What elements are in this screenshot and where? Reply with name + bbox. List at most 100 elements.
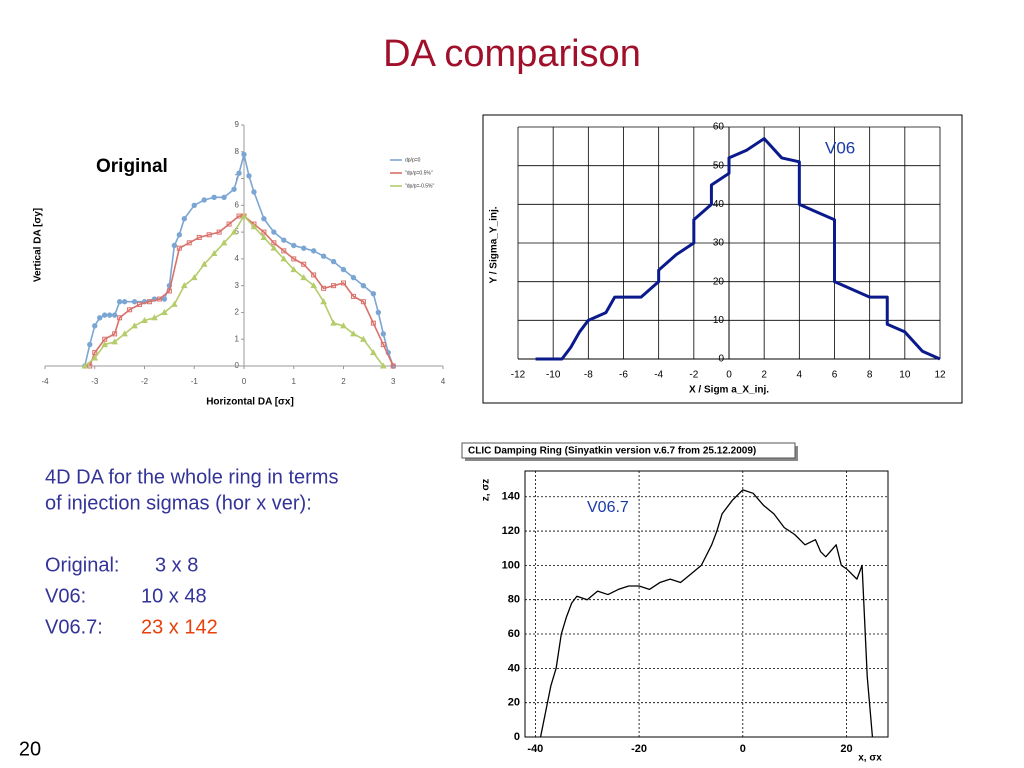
series-line [84, 153, 394, 367]
marker [236, 170, 242, 176]
marker [92, 323, 98, 329]
marker [350, 274, 357, 281]
marker [171, 242, 178, 249]
x-tick-label: 0 [726, 370, 732, 381]
marker [270, 244, 278, 251]
y-tick-label: 140 [502, 491, 520, 503]
annotation: V06 [825, 138, 855, 157]
x-tick-label: 4 [797, 370, 803, 381]
x-tick-label: 12 [934, 370, 946, 381]
marker [117, 315, 123, 321]
marker [301, 261, 307, 267]
marker [176, 232, 183, 238]
x-tick-label: -2 [689, 370, 698, 381]
y-tick-label: 20 [713, 276, 725, 287]
marker [380, 342, 386, 348]
marker [181, 216, 188, 222]
y-tick-label: 6 [235, 200, 240, 209]
x-tick-label: -10 [546, 370, 561, 381]
marker [271, 229, 277, 235]
x-tick-label: 6 [832, 370, 838, 381]
y-tick-label: 30 [713, 238, 725, 249]
marker [290, 266, 298, 273]
marker [191, 202, 197, 209]
marker [121, 330, 128, 337]
page-number: 20 [19, 738, 41, 760]
marker [380, 331, 386, 337]
y-tick-label: 50 [713, 160, 725, 171]
result-label: Original: [45, 554, 119, 576]
series-line [539, 489, 874, 738]
title-box [461, 442, 796, 459]
marker [161, 308, 168, 315]
marker [111, 338, 118, 345]
marker [127, 307, 133, 313]
x-tick-label: 0 [740, 743, 746, 755]
result-label: V06: [45, 585, 86, 607]
x-axis-label: Horizontal DA [σx] [206, 397, 294, 408]
x-tick-label: -40 [527, 743, 543, 755]
y-tick-label: 60 [508, 628, 520, 640]
marker [390, 363, 396, 369]
series-line [89, 215, 394, 367]
marker [111, 312, 118, 318]
y-tick-label: 40 [713, 199, 725, 210]
marker [216, 229, 222, 235]
marker [137, 301, 143, 307]
intro-line: of injection sigmas (hor x ver): [45, 492, 312, 514]
y-tick-label: 20 [508, 697, 520, 709]
marker [112, 331, 118, 337]
marker [331, 283, 337, 289]
marker [370, 320, 376, 326]
x-tick-label: 0 [242, 377, 247, 386]
marker [200, 260, 208, 267]
marker [360, 282, 367, 289]
marker [131, 299, 138, 305]
result-value: 10 x 48 [141, 585, 207, 607]
marker [291, 242, 297, 249]
marker [180, 282, 188, 289]
marker [91, 354, 99, 361]
x-tick-label: 1 [292, 377, 297, 386]
x-tick-label: 3 [391, 377, 396, 386]
marker [116, 299, 123, 305]
result-value: 3 x 8 [155, 554, 198, 576]
marker [370, 291, 377, 297]
x-tick-label: -20 [631, 743, 647, 755]
marker [156, 296, 162, 302]
marker [211, 194, 217, 201]
marker [226, 221, 232, 227]
marker [300, 274, 308, 281]
marker [121, 299, 128, 305]
marker [280, 255, 288, 262]
marker [321, 285, 327, 291]
x-tick-label: 8 [867, 370, 873, 381]
series-line [84, 215, 384, 367]
x-tick-label: -3 [91, 377, 99, 386]
y-tick-label: 3 [235, 281, 240, 290]
result-label: V06.7: [45, 616, 103, 638]
marker [151, 314, 158, 321]
legend-label: "dp/p=0.5%" [405, 170, 433, 176]
plot-frame [524, 470, 889, 738]
x-tick-label: -2 [141, 377, 149, 386]
x-tick-label: -4 [41, 377, 49, 386]
x-tick-label: -1 [191, 377, 199, 386]
marker [310, 282, 317, 289]
marker [341, 280, 346, 286]
result-value: 23 x 142 [141, 616, 218, 638]
x-tick-label: 4 [441, 377, 446, 386]
y-tick-label: 60 [713, 122, 725, 133]
marker [350, 293, 356, 299]
marker [340, 322, 347, 329]
marker [220, 239, 228, 246]
marker [161, 296, 168, 302]
series-line [535, 137, 941, 361]
annotation: V06.7 [587, 499, 629, 516]
x-axis-label: x, σx [858, 753, 882, 764]
marker [241, 151, 247, 158]
marker [291, 256, 297, 262]
marker [350, 330, 357, 337]
original-label: Original [96, 156, 168, 177]
marker [87, 341, 93, 348]
